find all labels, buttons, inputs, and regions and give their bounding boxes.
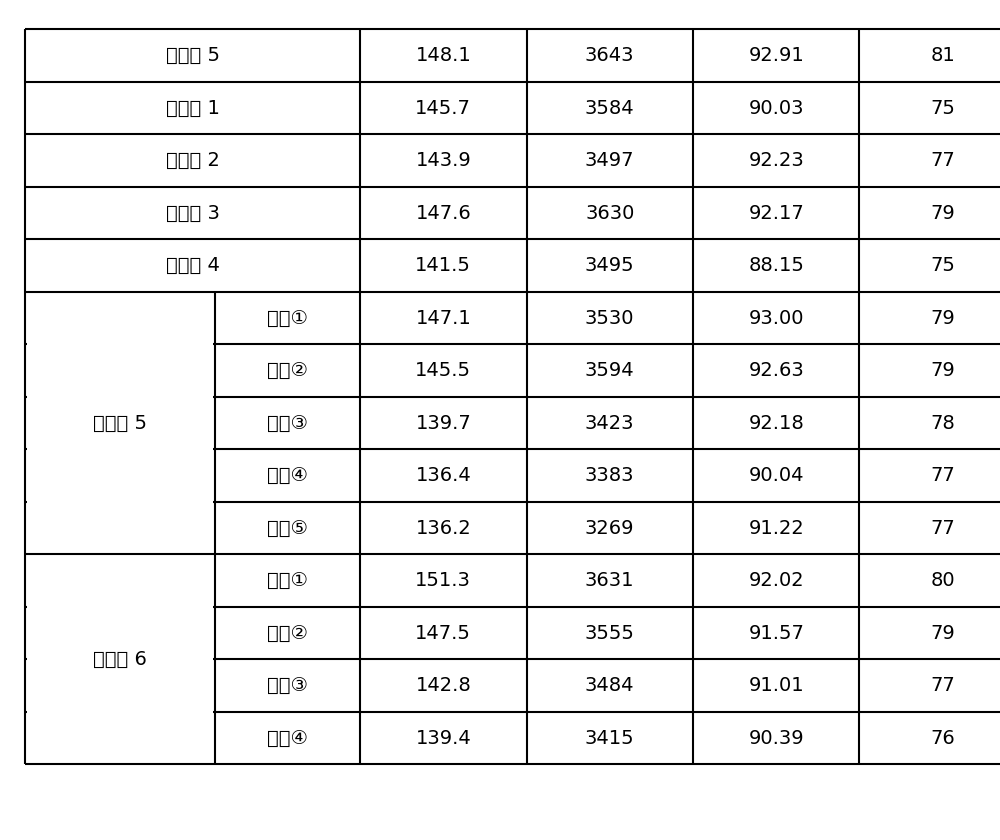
Text: 79: 79 — [930, 361, 955, 381]
Text: 3594: 3594 — [585, 361, 635, 381]
Text: 77: 77 — [930, 676, 955, 696]
Text: 实施例 5: 实施例 5 — [166, 46, 220, 66]
Text: 81: 81 — [930, 46, 955, 66]
Text: 92.63: 92.63 — [748, 361, 804, 381]
Text: 对比例 2: 对比例 2 — [166, 151, 219, 171]
Text: 90.03: 90.03 — [748, 98, 804, 118]
Text: 79: 79 — [930, 623, 955, 643]
Text: 3643: 3643 — [585, 46, 635, 66]
Text: 处理②: 处理② — [267, 623, 308, 643]
Text: 91.01: 91.01 — [748, 676, 804, 696]
Text: 77: 77 — [930, 466, 955, 486]
Text: 3423: 3423 — [585, 413, 635, 433]
Text: 3484: 3484 — [585, 676, 635, 696]
Text: 143.9: 143.9 — [415, 151, 471, 171]
Text: 91.22: 91.22 — [748, 518, 804, 538]
Text: 90.04: 90.04 — [748, 466, 804, 486]
Text: 91.57: 91.57 — [748, 623, 804, 643]
Text: 151.3: 151.3 — [415, 571, 471, 591]
Text: 3631: 3631 — [585, 571, 635, 591]
Text: 77: 77 — [930, 518, 955, 538]
Text: 92.02: 92.02 — [748, 571, 804, 591]
Text: 79: 79 — [930, 308, 955, 328]
Text: 148.1: 148.1 — [415, 46, 471, 66]
Text: 79: 79 — [930, 203, 955, 223]
Text: 75: 75 — [930, 98, 955, 118]
Text: 对比例 6: 对比例 6 — [93, 650, 147, 669]
Text: 76: 76 — [930, 728, 955, 748]
Text: 对比例 3: 对比例 3 — [166, 203, 219, 223]
Text: 处理①: 处理① — [267, 571, 308, 591]
Text: 3555: 3555 — [585, 623, 635, 643]
Text: 3269: 3269 — [585, 518, 635, 538]
Text: 92.23: 92.23 — [748, 151, 804, 171]
Text: 136.2: 136.2 — [415, 518, 471, 538]
Text: 142.8: 142.8 — [415, 676, 471, 696]
Text: 3415: 3415 — [585, 728, 635, 748]
Text: 141.5: 141.5 — [415, 256, 471, 276]
Text: 78: 78 — [930, 413, 955, 433]
Text: 145.7: 145.7 — [415, 98, 471, 118]
Text: 92.18: 92.18 — [748, 413, 804, 433]
Text: 145.5: 145.5 — [415, 361, 471, 381]
Text: 90.39: 90.39 — [748, 728, 804, 748]
Text: 3495: 3495 — [585, 256, 635, 276]
Text: 处理④: 处理④ — [267, 728, 308, 748]
Text: 处理④: 处理④ — [267, 466, 308, 486]
Text: 92.17: 92.17 — [748, 203, 804, 223]
Text: 对比例 5: 对比例 5 — [93, 413, 147, 433]
Text: 139.7: 139.7 — [415, 413, 471, 433]
Text: 80: 80 — [930, 571, 955, 591]
Text: 88.15: 88.15 — [748, 256, 804, 276]
Text: 136.4: 136.4 — [415, 466, 471, 486]
Text: 对比例 4: 对比例 4 — [166, 256, 219, 276]
Text: 147.1: 147.1 — [415, 308, 471, 328]
Text: 3497: 3497 — [585, 151, 635, 171]
Text: 147.6: 147.6 — [415, 203, 471, 223]
Text: 92.91: 92.91 — [748, 46, 804, 66]
Text: 93.00: 93.00 — [748, 308, 804, 328]
Text: 处理②: 处理② — [267, 361, 308, 381]
Text: 3630: 3630 — [585, 203, 634, 223]
Text: 3383: 3383 — [585, 466, 635, 486]
Text: 3584: 3584 — [585, 98, 635, 118]
Text: 处理③: 处理③ — [267, 676, 308, 696]
Text: 处理③: 处理③ — [267, 413, 308, 433]
Text: 147.5: 147.5 — [415, 623, 471, 643]
Text: 77: 77 — [930, 151, 955, 171]
Text: 75: 75 — [930, 256, 955, 276]
Text: 对比例 1: 对比例 1 — [166, 98, 219, 118]
Text: 139.4: 139.4 — [415, 728, 471, 748]
Text: 处理⑤: 处理⑤ — [267, 518, 308, 538]
Text: 3530: 3530 — [585, 308, 635, 328]
Text: 处理①: 处理① — [267, 308, 308, 328]
